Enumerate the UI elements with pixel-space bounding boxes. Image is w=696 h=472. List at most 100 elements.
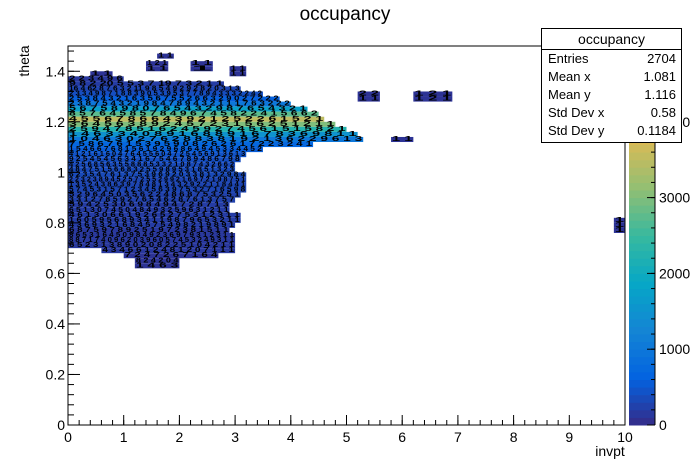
cell-value-label: 1 1 xyxy=(359,96,379,103)
heatmap-cell xyxy=(68,222,236,228)
cell-value-label: 1 1 xyxy=(231,65,246,72)
stats-value: 0.1184 xyxy=(637,123,676,138)
heatmap-cell xyxy=(68,126,347,132)
heatmap-cell xyxy=(68,192,241,198)
heatmap-cell xyxy=(68,207,230,213)
x-tick-label: 8 xyxy=(510,429,518,445)
cell-value-label: 6 5 1 3 0 7 4 5 0 4 8 4 9 3 2 5 9 6 3 1 … xyxy=(69,207,229,214)
heatmap-cell xyxy=(229,66,247,72)
cell-value-label: 1 1 xyxy=(147,65,167,72)
cell-value-label: 1 3 5 2 4 3 8 6 3 9 7 8 4 8 1 3 4 3 2 9 … xyxy=(69,181,245,188)
heatmap-cell xyxy=(68,111,319,117)
heatmap-cell xyxy=(68,147,263,153)
cell-value-label: 5 7 4 5 3 1 5 7 1 2 3 4 5 6 3 9 7 5 3 2 … xyxy=(69,187,245,194)
heatmap-cell xyxy=(68,101,291,107)
colorbar-segment xyxy=(629,341,655,350)
cell-value-label: 1 5 4 6 6 7 6 8 1 5 6 1 9 2 9 6 8 6 4 9 … xyxy=(69,146,262,153)
y-tick-label: 0.4 xyxy=(46,316,66,332)
cell-value-label: 4 5 5 6 7 8 6 6 4 3 9 2 1 2 5 2 2 6 1 5 … xyxy=(69,116,323,123)
heatmap-cell xyxy=(68,177,247,183)
cell-value-label: 1 2 1 xyxy=(147,60,167,67)
stats-box: occupancy Entries 2704 Mean x 1.081 Mean y 1.… xyxy=(541,28,682,143)
colorbar-segment xyxy=(629,387,655,396)
heatmap-cell xyxy=(68,243,236,249)
stats-value: 1.116 xyxy=(644,87,676,102)
colorbar-segment xyxy=(629,296,655,305)
heatmap-cell xyxy=(68,167,236,173)
cell-value-label: 5 2 9 6 4 5 0 3 5 6 2 2 4 8 6 8 7 5 3 2 … xyxy=(69,192,240,199)
colorbar-segment xyxy=(629,182,655,191)
x-tick-label: 7 xyxy=(454,429,462,445)
x-tick-label: 5 xyxy=(343,429,351,445)
x-tick-label: 0 xyxy=(64,429,72,445)
colorbar-segment xyxy=(629,212,655,221)
y-tick-label: 0.6 xyxy=(46,265,66,281)
cell-value-label: 8 5 7 6 4 5 8 5 7 8 4 9 6 7 4 5 8 2 2 4 … xyxy=(69,111,318,118)
cell-value-label: 1 xyxy=(615,222,624,229)
y-tick-label: 0.2 xyxy=(46,366,66,382)
heatmap-cell xyxy=(229,71,247,77)
heatmap-cell xyxy=(190,61,213,67)
heatmap-cell xyxy=(190,66,213,72)
cell-value-label: 1 6 0 5 9 5 6 8 9 3 4 1 1 9 8 7 9 6 5 3 … xyxy=(69,217,240,224)
cell-value-label: 9 2 5 4 5 4 5 6 3 4 1 6 7 5 4 6 7 8 9 4 … xyxy=(69,156,240,163)
heatmap-cell xyxy=(68,81,224,87)
stats-row: Std Dev y 0.1184 xyxy=(542,122,681,140)
cell-value-label: 6 8 7 5 9 7 8 9 2 5 1 9 7 2 3 8 1 5 1 1 xyxy=(69,227,229,234)
heatmap-cell xyxy=(68,217,241,223)
chart-title: occupancy xyxy=(300,4,391,25)
y-tick-label: 1.2 xyxy=(46,114,66,130)
stats-label: Mean y xyxy=(548,87,591,102)
cell-value-label: 4 1 2 1 6 1 6 0 4 7 6 4 5 5 6 0 4 7 2 5 … xyxy=(69,151,245,158)
heatmap-cell xyxy=(613,217,625,223)
heatmap-cell xyxy=(68,121,336,127)
cell-value-label: 4 3 4 6 6 1 2 4 8 1 2 0 7 1 1 1 xyxy=(102,247,234,254)
y-axis-label: theta xyxy=(16,45,32,76)
heatmap-cell xyxy=(391,136,414,143)
y-tick-label: 1 xyxy=(57,164,65,180)
cell-value-label: 6 2 3 5 4 7 6 1 3 7 5 3 9 6 9 2 0 3 3 8 … xyxy=(69,171,245,178)
axes: 0 1 2 3 4 5 6 7 8 9 10 0 0.2 0.4 0.6 0.8 1 1.2 1.4 xyxy=(46,45,633,445)
cell-value-label: 1 2 1 xyxy=(414,91,451,98)
cell-value-label: 4 2 5 6 8 5 6 3 5 5 8 8 8 5 3 3 2 1 0 8 … xyxy=(69,161,234,168)
cell-value-label: 1 1 xyxy=(158,53,173,60)
cell-value-label: 1 xyxy=(615,227,624,234)
stats-value: 0.58 xyxy=(650,105,676,120)
colorbar-segment xyxy=(629,250,655,259)
heatmap-cell xyxy=(68,238,236,244)
cell-value-label: 4 3 6 9 3 2 1 6 8 4 5 7 5 4 9 8 2 1 9 8 … xyxy=(69,222,234,229)
stats-row: Mean y 1.116 xyxy=(542,86,681,104)
heatmap-cell xyxy=(68,86,241,92)
colorbar-segment xyxy=(629,227,655,236)
heatmap-cell xyxy=(68,202,230,208)
heatmap-cell xyxy=(68,152,247,158)
heatmap-cell xyxy=(68,227,230,233)
x-tick-label: 2 xyxy=(176,429,184,445)
heatmap-cell xyxy=(68,106,308,112)
colorbar-segment xyxy=(629,174,655,183)
heatmap-cell xyxy=(68,197,236,203)
heatmap-cell xyxy=(123,253,219,259)
colorbar-segment xyxy=(629,288,655,297)
colorbar-segment xyxy=(629,349,655,358)
x-tick-label: 6 xyxy=(398,429,406,445)
cell-value-label: 2 2 xyxy=(359,91,379,98)
stats-row: Entries 2704 xyxy=(542,50,681,68)
heatmap-cell xyxy=(68,142,314,148)
colorbar-tick-label: 3000 xyxy=(659,190,690,206)
stats-rows: Entries 2704 Mean x 1.081 Mean y 1.116 Std Dev… xyxy=(542,50,681,140)
cell-value-label: 1 1 xyxy=(91,70,111,77)
colorbar-segment xyxy=(629,326,655,335)
colorbar-segment xyxy=(629,152,655,161)
heatmap-cell xyxy=(68,96,280,102)
cell-value-label: 3 3 1 2 7 8 5 9 2 7 6 5 4 6 2 8 7 6 1 3 … xyxy=(69,197,234,204)
cell-value-label: 1 xyxy=(192,65,213,72)
x-tick-label: 1 xyxy=(120,429,128,445)
cell-value-label: 1 1 xyxy=(231,70,246,77)
cell-value-label: 8 8 7 1 7 4 0 9 6 2 0 3 9 6 0 5 7 4 5 3 … xyxy=(69,237,234,244)
colorbar-segment xyxy=(629,205,655,214)
heatmap-cell xyxy=(68,157,241,163)
colorbar-segment xyxy=(629,258,655,267)
